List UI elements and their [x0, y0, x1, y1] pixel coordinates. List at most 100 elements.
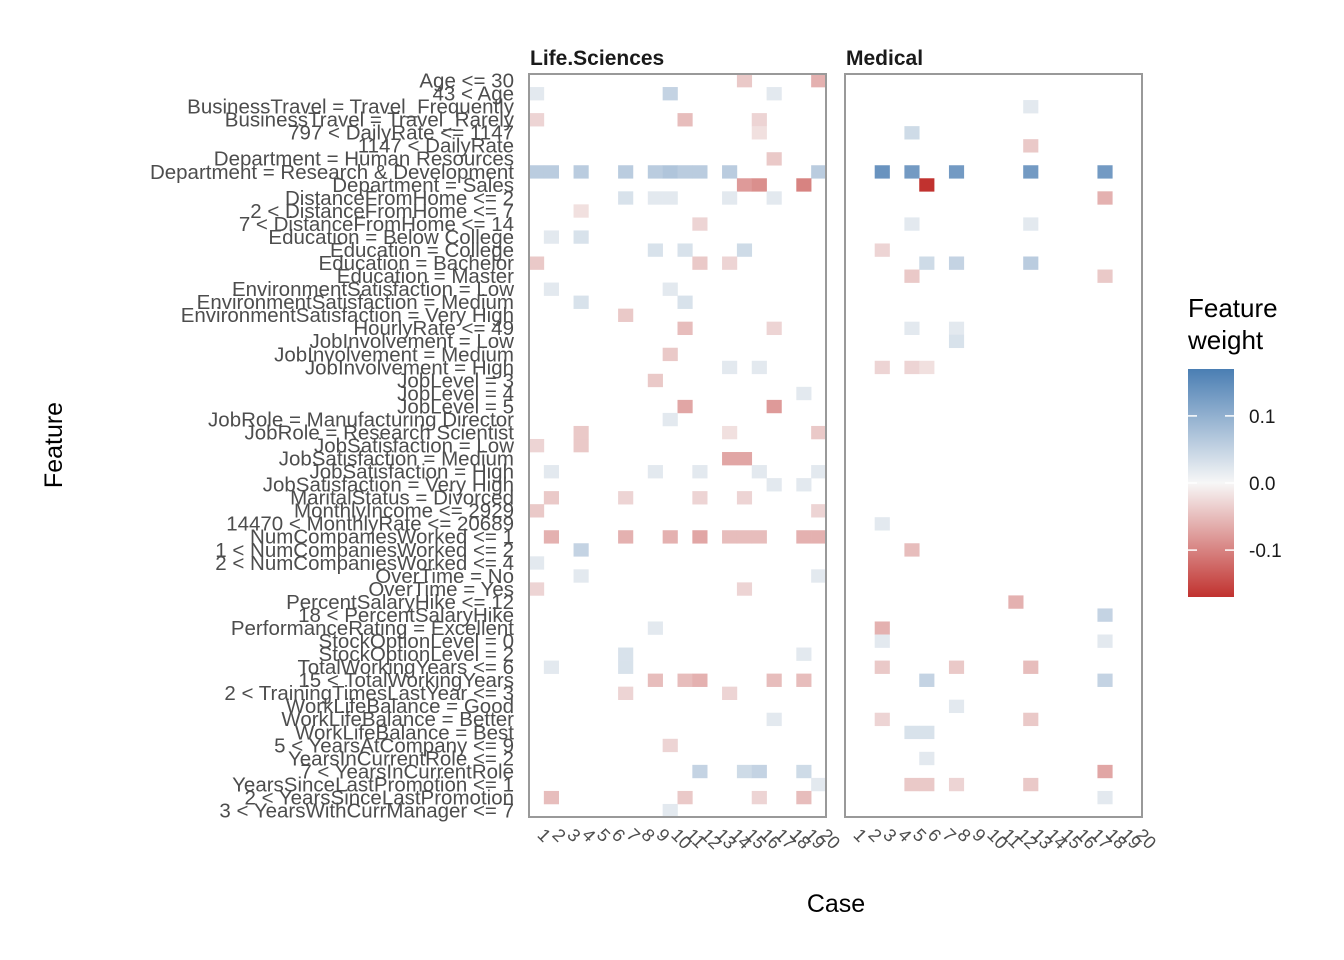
y-tick-label: JobSatisfaction = High: [309, 461, 514, 484]
heatmap-cell: [1097, 634, 1113, 648]
heatmap-cell: [543, 530, 559, 544]
heatmap-cell: [618, 686, 634, 700]
y-tick-label: TotalWorkingYears <= 6: [297, 656, 514, 679]
y-tick-label: StockOptionLevel = 0: [319, 630, 514, 653]
y-tick-label: EnvironmentSatisfaction = Medium: [197, 291, 514, 314]
heatmap-cell: [647, 165, 663, 179]
heatmap-cell: [1097, 764, 1113, 779]
heatmap-cell: [529, 556, 545, 570]
heatmap-cell: [948, 334, 965, 349]
y-tick-label: EnvironmentSatisfaction = Low: [232, 278, 514, 301]
heatmap-cell: [736, 530, 753, 544]
heatmap-cell: [573, 204, 589, 218]
heatmap-cell: [904, 321, 920, 336]
heatmap-cell: [618, 647, 634, 661]
heatmap-cell: [874, 360, 890, 375]
heatmap-cell: [662, 347, 678, 362]
heatmap-cell: [766, 152, 782, 166]
heatmap-cell: [722, 686, 738, 700]
heatmap-cell: [904, 360, 920, 375]
heatmap-cell: [796, 530, 812, 544]
y-tick-label: Education = Master: [337, 265, 514, 288]
heatmap-cell: [751, 126, 767, 140]
heatmap-cell: [811, 530, 827, 544]
heatmap-cell: [618, 660, 634, 674]
heatmap-cell: [904, 269, 920, 283]
heatmap-cell: [751, 764, 767, 779]
facet-panels: Life.Sciences123456789101112131415161718…: [528, 47, 1160, 853]
heatmap-cell: [677, 399, 693, 414]
heatmap-cell: [1023, 165, 1039, 179]
heatmap-cell: [543, 790, 559, 805]
heatmap-cell: [722, 425, 738, 440]
heatmap-cell: [573, 230, 589, 244]
heatmap-cell: [904, 725, 920, 740]
y-tick-label: BusinessTravel = Travel_Rarely: [225, 109, 515, 132]
y-tick-label: 2 < YearsSinceLastPromotion: [244, 786, 514, 809]
heatmap-cell: [677, 113, 693, 127]
heatmap-cell: [573, 569, 589, 583]
heatmap-cell: [948, 660, 965, 674]
heatmap-cell: [1097, 673, 1113, 687]
y-tick-label: Education = Bachelor: [319, 252, 515, 275]
legend-tick-label: 0.1: [1249, 407, 1275, 428]
heatmap-cell: [529, 582, 545, 596]
heatmap-cell: [647, 465, 663, 479]
heatmap-cell: [1097, 191, 1113, 205]
heatmap-cell: [1097, 790, 1113, 805]
heatmap-cell: [1023, 256, 1039, 270]
facet-panel: Life.Sciences123456789101112131415161718…: [528, 47, 844, 853]
heatmap-cell: [543, 282, 559, 296]
heatmap-cell: [736, 243, 753, 257]
y-tick-label: NumCompaniesWorked <= 1: [250, 526, 514, 549]
heatmap-cell: [647, 673, 663, 687]
y-tick-label: 2 < TrainingTimesLastYear <= 3: [224, 682, 514, 705]
heatmap-cell: [529, 87, 545, 101]
heatmap-cell: [692, 764, 708, 779]
heatmap-cell: [677, 243, 693, 257]
heatmap-cell: [662, 412, 678, 427]
heatmap-cell: [692, 256, 708, 270]
heatmap-cell: [543, 660, 559, 674]
legend-title-line-2: weight: [1187, 325, 1264, 355]
y-tick-label: JobRole = Research Scientist: [245, 422, 515, 445]
heatmap-cell: [662, 87, 678, 101]
heatmap-cell: [573, 295, 589, 309]
heatmap-cell: [692, 491, 708, 505]
heatmap-cell: [736, 582, 753, 596]
heatmap-cell: [919, 725, 935, 740]
heatmap-cell: [1097, 165, 1113, 179]
y-tick-label: PerformanceRating = Excellent: [231, 617, 514, 640]
y-axis-title: Feature: [40, 402, 68, 488]
heatmap-cell: [1023, 100, 1039, 114]
heatmap-cell: [766, 399, 782, 414]
heatmap-cell: [736, 491, 753, 505]
heatmap-cell: [677, 295, 693, 309]
y-tick-label: HourlyRate <= 49: [353, 317, 514, 340]
heatmap-cell: [874, 243, 890, 257]
heatmap-cell: [948, 699, 965, 714]
heatmap-cell: [904, 165, 920, 179]
heatmap-cell: [662, 282, 678, 296]
panel-border: [844, 73, 1143, 818]
heatmap-cell: [766, 87, 782, 101]
heatmap-cell: [677, 790, 693, 805]
x-axis-title: Case: [807, 890, 865, 918]
y-tick-label: PercentSalaryHike <= 12: [286, 591, 514, 614]
y-tick-label: JobSatisfaction = Medium: [279, 448, 514, 471]
y-tick-label: JobSatisfaction = Very High: [263, 474, 514, 497]
y-tick-label: Department = Human Resources: [214, 148, 514, 171]
heatmap-cell: [766, 478, 782, 492]
heatmap-cell: [1023, 712, 1039, 727]
heatmap-cell: [874, 517, 890, 531]
heatmap-cell: [692, 165, 708, 179]
heatmap-cell: [722, 191, 738, 205]
y-tick-label: Education = Below College: [268, 226, 514, 249]
heatmap-cell: [647, 191, 663, 205]
heatmap-cell: [618, 491, 634, 505]
heatmap-cell: [692, 217, 708, 231]
y-tick-label: 2 < DistanceFromHome <= 7: [250, 200, 514, 223]
y-tick-label: 2 < NumCompaniesWorked <= 4: [215, 552, 514, 575]
heatmap-cell: [874, 621, 890, 635]
